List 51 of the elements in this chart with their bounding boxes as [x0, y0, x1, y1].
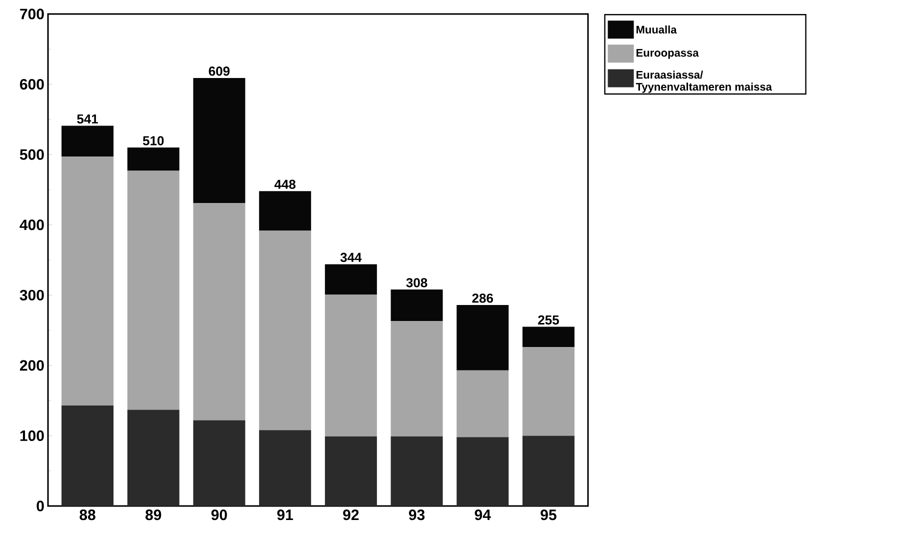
total-label: 255 — [538, 315, 559, 325]
x-tick-label: 92 — [343, 510, 359, 520]
legend-label: Euroopassa — [636, 49, 699, 59]
total-label: 541 — [77, 114, 98, 124]
bar — [127, 148, 180, 171]
bar — [456, 304, 509, 370]
bar — [324, 264, 377, 294]
y-tick-label: 0 — [36, 500, 44, 512]
y-tick-label: 300 — [20, 290, 44, 300]
bar — [127, 410, 180, 506]
bar — [259, 230, 312, 430]
bar — [193, 420, 246, 506]
bar — [390, 321, 443, 436]
bar — [390, 436, 443, 506]
legend-label: Euraasiassa/ Tyynenvaltameren maissa — [636, 70, 772, 93]
bar — [456, 370, 509, 438]
x-tick-label: 95 — [540, 510, 556, 520]
total-label: 344 — [340, 252, 362, 262]
total-label: 308 — [406, 278, 428, 288]
bar — [522, 436, 574, 506]
y-tick-label: 200 — [20, 360, 44, 371]
total-label: 448 — [274, 180, 296, 189]
bar — [62, 126, 114, 157]
x-tick-label: 94 — [474, 510, 491, 520]
total-label: 286 — [472, 294, 494, 303]
bar — [193, 203, 246, 420]
bar — [390, 290, 443, 322]
x-tick-label: 90 — [211, 510, 227, 520]
y-tick-label: 400 — [20, 220, 44, 230]
y-tick-label: 500 — [20, 149, 44, 160]
bar — [522, 326, 574, 348]
total-label: 609 — [208, 66, 230, 76]
legend-label: Muualla — [636, 25, 677, 34]
bar — [324, 436, 377, 506]
y-tick-label: 600 — [20, 78, 44, 90]
bar — [259, 430, 312, 506]
bar — [259, 191, 312, 230]
bar — [127, 170, 180, 410]
bar — [522, 347, 574, 436]
x-tick-label: 91 — [277, 510, 293, 520]
total-label: 510 — [142, 136, 164, 146]
x-tick-label: 89 — [145, 510, 162, 520]
bar — [62, 156, 114, 406]
bar — [193, 78, 246, 204]
x-tick-label: 93 — [408, 510, 425, 520]
x-tick-label: 88 — [80, 510, 96, 520]
y-tick-label: 100 — [20, 430, 44, 442]
y-tick-label: 700 — [20, 8, 44, 20]
bar — [324, 294, 377, 436]
bar — [62, 405, 114, 506]
bar — [456, 437, 509, 506]
